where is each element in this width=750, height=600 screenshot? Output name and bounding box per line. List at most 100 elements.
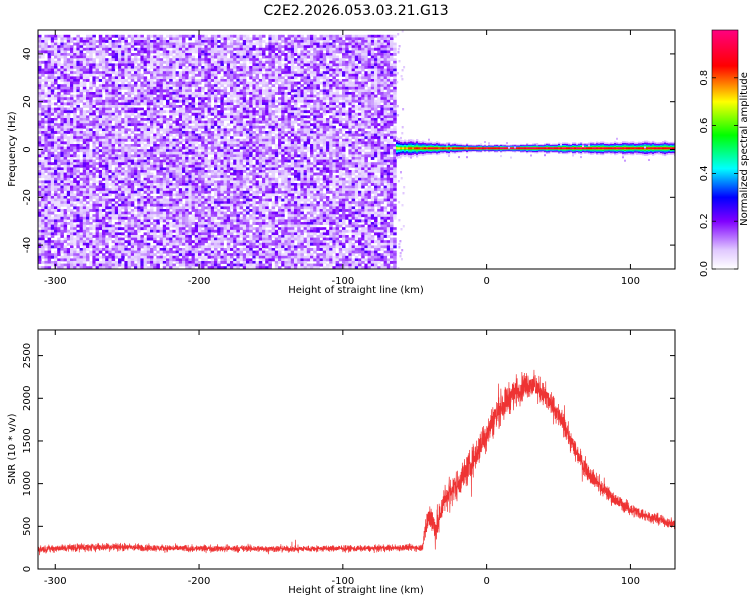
heatmap-cell (124, 201, 128, 205)
heatmap-cell (124, 63, 128, 67)
heatmap-cell (166, 99, 170, 103)
heatmap-cell (79, 53, 84, 56)
heatmap-cell (214, 99, 218, 103)
heatmap-cell (114, 102, 119, 106)
heatmap-cell (76, 245, 80, 249)
heatmap-cell (121, 240, 125, 244)
heatmap-cell (63, 214, 68, 218)
heatmap-cell (201, 172, 205, 176)
heatmap-cell (166, 167, 170, 171)
heatmap-cell (108, 167, 112, 171)
heatmap-cell (114, 58, 119, 62)
heatmap-cell (102, 151, 106, 155)
heatmap-cell (207, 73, 212, 77)
heatmap-cell (70, 144, 74, 147)
heatmap-cell (226, 131, 231, 134)
heatmap-cell (86, 196, 90, 199)
heatmap-cell (63, 222, 68, 225)
heatmap-cell (166, 229, 170, 233)
heatmap-cell (153, 45, 157, 49)
heatmap-cell (169, 266, 173, 269)
heatmap-cell (82, 63, 87, 67)
heatmap-cell (73, 89, 77, 93)
heatmap-cell (82, 250, 87, 254)
heatmap-cell (162, 128, 167, 132)
heatmap-cell (153, 240, 157, 244)
heatmap-cell (134, 154, 138, 158)
heatmap-cell (207, 133, 212, 137)
heatmap-cell (194, 154, 199, 158)
heatmap-cell (114, 151, 119, 155)
heatmap-cell (159, 188, 164, 192)
heatmap-cell (210, 201, 215, 205)
heatmap-cell (159, 193, 164, 197)
heatmap-cell (143, 131, 148, 134)
heatmap-cell (111, 76, 116, 80)
heatmap-cell (118, 136, 122, 140)
heatmap-cell (159, 123, 164, 127)
heatmap-cell (98, 266, 103, 269)
heatmap-cell (124, 211, 128, 215)
heatmap-cell (153, 112, 157, 116)
heatmap-cell (185, 185, 189, 189)
heatmap-cell (188, 110, 192, 114)
heatmap-cell (178, 261, 183, 264)
heatmap-cell (44, 120, 48, 124)
heatmap-cell (214, 258, 218, 262)
heatmap-cell (220, 63, 224, 67)
heatmap-cell (233, 198, 237, 202)
heatmap-cell (50, 110, 55, 114)
heatmap-cell (124, 266, 128, 269)
heatmap-cell (201, 170, 205, 173)
heatmap-cell (111, 258, 116, 262)
heatmap-cell (118, 261, 122, 264)
heatmap-cell (121, 53, 125, 56)
heatmap-cell (226, 242, 231, 246)
heatmap-cell (86, 144, 90, 147)
heatmap-cell (156, 144, 160, 147)
heatmap-cell (66, 123, 71, 127)
heatmap-cell (182, 175, 186, 179)
heatmap-cell (182, 188, 186, 192)
heatmap-cell (220, 146, 224, 150)
heatmap-cell (60, 222, 64, 225)
heatmap-cell (150, 258, 154, 262)
heatmap-cell (185, 175, 189, 179)
heatmap-cell (146, 50, 151, 54)
heatmap-cell (194, 250, 199, 254)
heatmap-cell (146, 141, 151, 145)
heatmap-cell (70, 172, 74, 176)
heatmap-cell (124, 112, 128, 116)
heatmap-cell (166, 206, 170, 210)
heatmap-cell (130, 79, 135, 82)
heatmap-cell (214, 151, 218, 155)
heatmap-cell (143, 198, 148, 202)
heatmap-cell (92, 242, 96, 246)
heatmap-cell (70, 193, 74, 197)
heatmap-cell (41, 162, 45, 166)
heatmap-cell (153, 92, 157, 95)
heatmap-cell (118, 175, 122, 179)
heatmap-cell (140, 157, 144, 160)
heatmap-cell (214, 53, 218, 56)
heatmap-cell (92, 136, 96, 140)
heatmap-cell (166, 180, 170, 184)
heatmap-cell (102, 66, 106, 69)
heatmap-cell (118, 245, 122, 249)
heatmap-cell (143, 177, 148, 181)
heatmap-cell (54, 66, 58, 69)
heatmap-cell (50, 185, 55, 189)
heatmap-cell (217, 201, 221, 205)
heatmap-cell (201, 37, 205, 41)
heatmap-cell (38, 86, 42, 90)
heatmap-cell (166, 141, 170, 145)
heatmap-cell (217, 167, 221, 171)
heatmap-cell (220, 224, 224, 228)
heatmap-cell (63, 125, 68, 129)
heatmap-cell (162, 185, 167, 189)
heatmap-cell (226, 107, 231, 111)
heatmap-cell (162, 170, 167, 173)
heatmap-cell (57, 253, 61, 257)
heatmap-cell (210, 42, 215, 46)
heatmap-cell (70, 201, 74, 205)
